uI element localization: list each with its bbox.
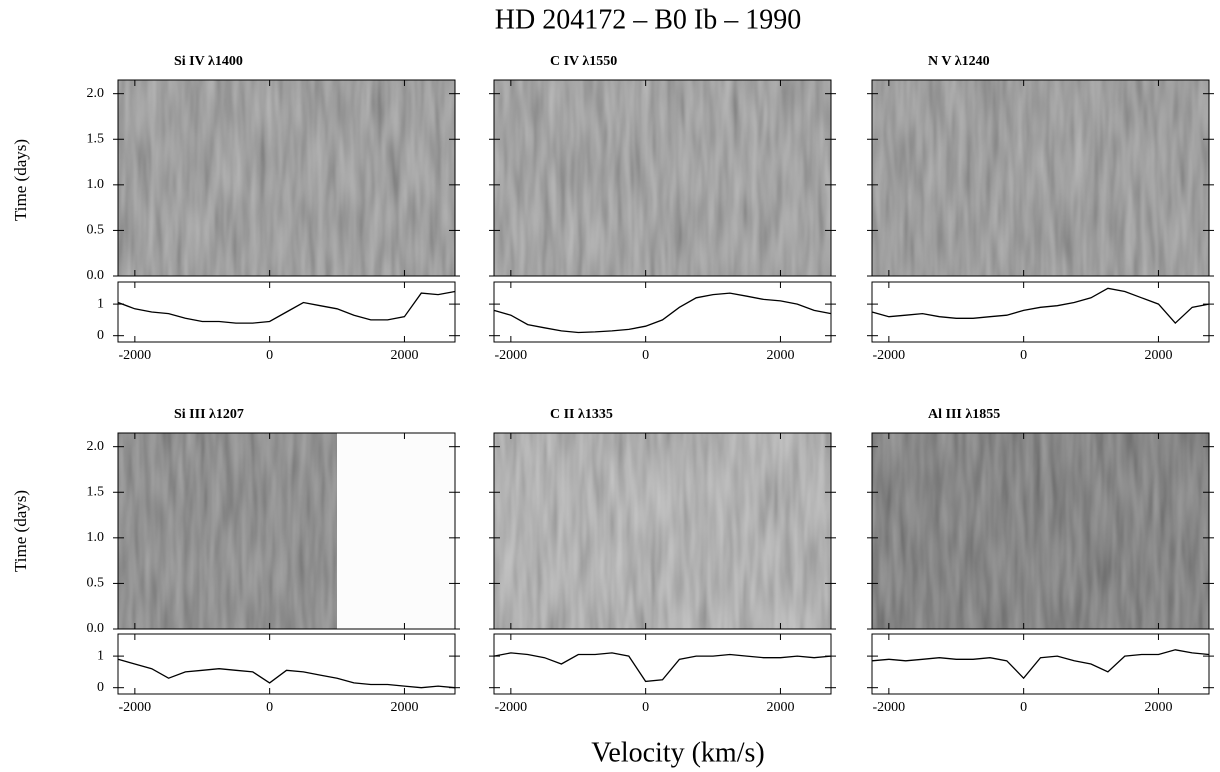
x-tick-label: -2000: [495, 700, 528, 715]
y-tick-label: 1.5: [87, 484, 105, 499]
x-tick-label: -2000: [873, 348, 906, 363]
y-tick-label: 0: [97, 328, 104, 343]
x-tick-label: 2000: [766, 700, 794, 715]
y-tick-label: 0.0: [87, 268, 105, 283]
figure-title: HD 204172 – B0 Ib – 1990: [495, 4, 801, 35]
line-profile: [871, 649, 1210, 680]
y-tick-label: 2.0: [87, 86, 105, 101]
x-tick-label: 2000: [390, 700, 418, 715]
y-tick-label: 1: [97, 296, 104, 311]
image-frame: [871, 79, 1210, 277]
profile-frame: [493, 281, 832, 343]
line-profile: [493, 292, 832, 334]
image-frame: [493, 79, 832, 277]
line-profile: [871, 287, 1210, 325]
profile-frame: [871, 633, 1210, 695]
image-frame: [493, 432, 832, 630]
dynamic-spectrum-texture: [118, 80, 455, 276]
y-axis-label: Time (days): [11, 490, 30, 572]
line-profile: [493, 652, 832, 683]
line-profile: [117, 290, 456, 324]
x-tick-label: 2000: [390, 348, 418, 363]
y-tick-label: 1.0: [87, 177, 105, 192]
x-tick-label: 0: [642, 348, 649, 363]
dynamic-spectrum-texture: [872, 433, 1209, 629]
x-axis-label: Velocity (km/s): [591, 737, 764, 768]
profile-frame: [117, 281, 456, 343]
x-tick-label: 0: [1020, 348, 1027, 363]
y-axis-label: Time (days): [11, 139, 30, 221]
dynamic-spectrum-texture: [494, 433, 831, 629]
y-tick-label: 0.5: [87, 223, 105, 238]
panel-title: Si IV λ1400: [174, 54, 243, 69]
image-frame: [117, 432, 456, 630]
panel-title: C IV λ1550: [550, 54, 617, 69]
dynamic-spectrum-texture: [872, 80, 1209, 276]
x-tick-label: -2000: [873, 700, 906, 715]
y-tick-label: 1: [97, 648, 104, 663]
x-tick-label: -2000: [495, 348, 528, 363]
y-tick-label: 2.0: [87, 439, 105, 454]
panel-title: Si III λ1207: [174, 407, 244, 422]
profile-frame: [871, 281, 1210, 343]
y-tick-label: 0.5: [87, 576, 105, 591]
x-tick-label: 2000: [1144, 700, 1172, 715]
y-tick-label: 1.5: [87, 131, 105, 146]
dynamic-spectrum-texture: [494, 80, 831, 276]
panel-title: C II λ1335: [550, 407, 613, 422]
panel-title: Al III λ1855: [928, 407, 1000, 422]
x-tick-label: 0: [1020, 700, 1027, 715]
profile-frame: [117, 633, 456, 695]
panel-title: N V λ1240: [928, 54, 990, 69]
x-tick-label: 0: [266, 348, 273, 363]
x-tick-label: 0: [266, 700, 273, 715]
y-tick-label: 0: [97, 680, 104, 695]
image-frame: [871, 432, 1210, 630]
x-tick-label: 2000: [766, 348, 794, 363]
x-tick-label: 0: [642, 700, 649, 715]
x-tick-label: 2000: [1144, 348, 1172, 363]
y-tick-label: 0.0: [87, 621, 105, 636]
line-profile: [117, 658, 456, 689]
x-tick-label: -2000: [119, 700, 152, 715]
y-tick-label: 1.0: [87, 530, 105, 545]
image-frame: [117, 79, 456, 277]
profile-frame: [493, 633, 832, 695]
x-tick-label: -2000: [119, 348, 152, 363]
empty-region: [337, 433, 455, 629]
